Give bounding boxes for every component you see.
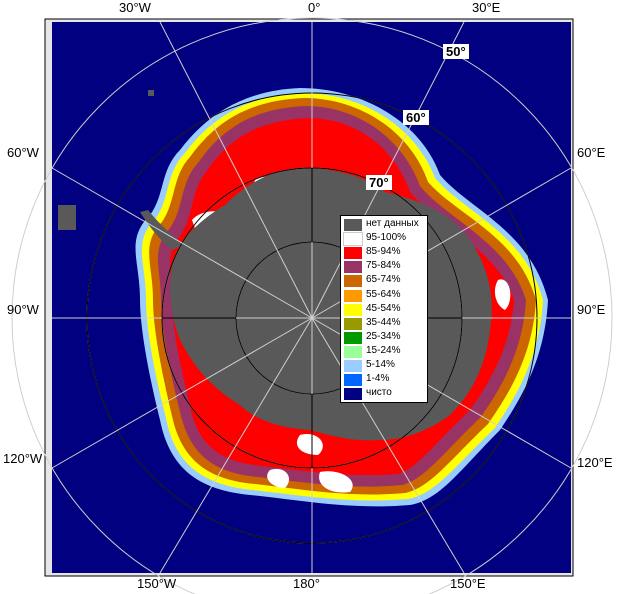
legend-item: 35-44% [344, 316, 428, 331]
legend-label: 5-14% [366, 359, 395, 370]
lon-label-120e: 120°E [577, 455, 613, 470]
legend-swatch [343, 232, 363, 247]
legend-swatch [344, 360, 362, 372]
lon-label-90w: 90°W [7, 302, 39, 317]
legend-swatch [344, 345, 362, 358]
legend-swatch [344, 374, 362, 387]
legend-item: 1-4% [344, 373, 428, 387]
legend-label: 75-84% [366, 260, 401, 272]
legend-item: 55-64% [344, 288, 428, 303]
legend-item: 95-100% [343, 232, 428, 247]
legend-label: 1-4% [366, 373, 390, 385]
legend-label: 25-34% [366, 330, 401, 342]
legend-label: 15-24% [366, 344, 401, 356]
legend-item: 45-54% [344, 302, 428, 317]
lon-label-0: 0° [308, 0, 321, 15]
legend-item: чисто [344, 387, 428, 401]
lon-label-30w: 30°W [119, 0, 151, 15]
legend-item: 5-14% [344, 359, 428, 373]
landmass-fragment [148, 90, 154, 96]
lon-label-120w: 120°W [3, 451, 43, 466]
legend-label: 95-100% [366, 232, 407, 244]
lon-label-30e: 30°E [472, 0, 501, 15]
lat-label-70: 70° [366, 175, 392, 190]
legend-swatch [344, 317, 362, 330]
legend-label: 85-94% [366, 246, 401, 258]
meridians [51, 21, 572, 574]
legend-label: чисто [366, 387, 392, 399]
lon-label-150e: 150°E [450, 576, 486, 591]
legend-item: нет данных [344, 218, 428, 232]
legend-item: 15-24% [344, 344, 428, 359]
legend: нет данных 95-100% 85-94% 75-84% 65-74% 55-64… [340, 215, 428, 403]
lat-label-60: 60° [403, 110, 429, 125]
lon-label-90e: 90°E [577, 302, 606, 317]
lon-label-60w: 60°W [7, 145, 39, 160]
lon-label-180: 180° [293, 576, 320, 591]
antarctic-peninsula [140, 210, 185, 250]
landmass-fragment [58, 205, 76, 230]
legend-item: 75-84% [344, 260, 428, 274]
legend-label: 35-44% [366, 316, 401, 328]
legend-label: нет данных [366, 218, 419, 229]
legend-swatch [344, 261, 362, 274]
legend-label: 65-74% [366, 274, 401, 286]
legend-swatch [344, 331, 362, 344]
legend-label: 45-54% [366, 302, 401, 314]
legend-swatch [344, 275, 362, 288]
legend-label: 55-64% [366, 288, 401, 300]
legend-swatch [344, 289, 362, 302]
lon-label-60e: 60°E [577, 145, 606, 160]
legend-swatch [344, 219, 362, 231]
legend-item: 85-94% [344, 246, 428, 260]
legend-swatch [344, 388, 362, 401]
legend-swatch [344, 303, 362, 316]
legend-item: 65-74% [344, 274, 428, 288]
legend-swatch [344, 247, 362, 260]
lon-label-150w: 150°W [137, 576, 177, 591]
lat-label-50: 50° [443, 44, 469, 59]
legend-item: 25-34% [344, 330, 428, 345]
